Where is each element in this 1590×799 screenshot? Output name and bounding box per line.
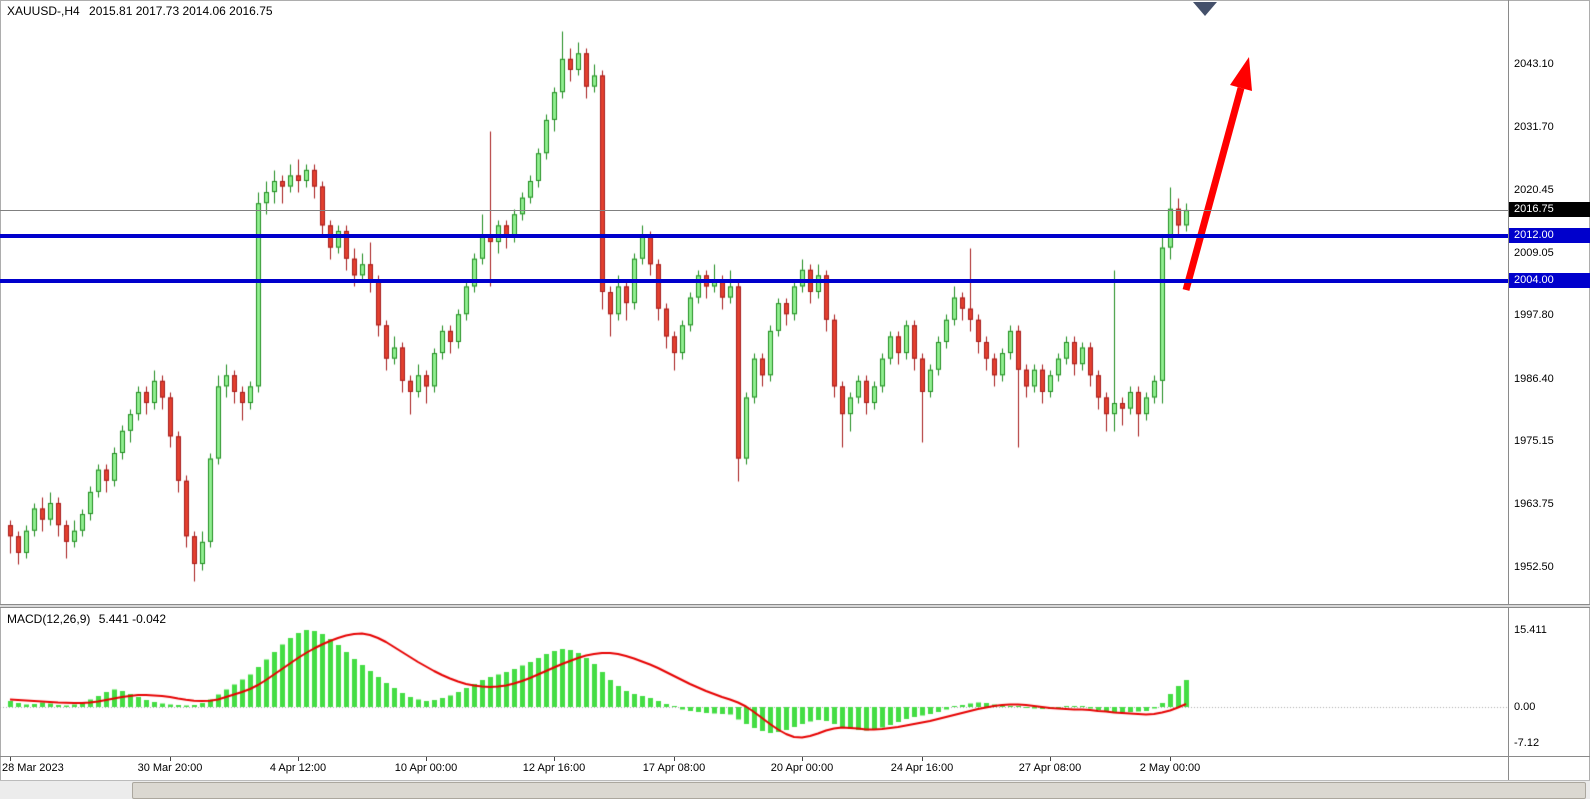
time-tick xyxy=(1050,757,1051,761)
macd-indicator-header: MACD(12,26,9) 5.441 -0.042 xyxy=(7,612,166,626)
time-tick xyxy=(674,757,675,761)
time-axis-label: 24 Apr 16:00 xyxy=(890,762,954,774)
symbol-timeframe-label: XAUUSD-,H4 xyxy=(7,4,80,18)
ohlc-values-label: 2015.81 2017.73 2014.06 2016.75 xyxy=(89,4,273,18)
price-tick-label: 1986.40 xyxy=(1514,372,1554,385)
macd-chart-canvas[interactable] xyxy=(0,608,1508,756)
chart-header: XAUUSD-,H4 2015.81 2017.73 2014.06 2016.… xyxy=(7,4,273,18)
time-axis-label: 2 May 00:00 xyxy=(1139,762,1201,774)
time-tick xyxy=(554,757,555,761)
price-tick-label: 2009.05 xyxy=(1514,246,1554,259)
macd-tick-label: 15.411 xyxy=(1514,623,1547,636)
price-level-line[interactable] xyxy=(0,278,1508,283)
time-axis-area[interactable] xyxy=(0,757,1508,780)
time-axis-border xyxy=(0,756,1590,757)
price-tick-label: 2043.10 xyxy=(1514,57,1554,70)
candlestick-chart-canvas[interactable] xyxy=(0,0,1508,604)
time-axis-label: 10 Apr 00:00 xyxy=(394,762,458,774)
price-tick-label: 1975.15 xyxy=(1514,435,1554,448)
horizontal-scrollbar-thumb[interactable] xyxy=(132,782,1586,799)
time-tick xyxy=(1170,757,1171,761)
time-axis-label: 30 Mar 20:00 xyxy=(137,762,203,774)
macd-label: MACD(12,26,9) xyxy=(7,612,91,626)
price-axis-divider xyxy=(1508,0,1509,780)
time-axis-label: 20 Apr 00:00 xyxy=(770,762,834,774)
time-tick xyxy=(170,757,171,761)
macd-tick-label: 0.00 xyxy=(1514,701,1536,713)
macd-tick-label: -7.12 xyxy=(1514,736,1540,749)
bid-price-line xyxy=(0,210,1508,211)
time-tick xyxy=(10,757,11,761)
price-tick-label: 1963.75 xyxy=(1514,498,1554,511)
price-tick-label: 2020.45 xyxy=(1514,183,1554,196)
time-tick xyxy=(802,757,803,761)
current-price-label: 2016.75 xyxy=(1509,202,1590,218)
pane-resize-separator[interactable] xyxy=(0,604,1590,608)
level-price-label: 2004.00 xyxy=(1509,272,1590,288)
time-tick xyxy=(922,757,923,761)
time-axis-label: 17 Apr 08:00 xyxy=(642,762,706,774)
time-axis-label: 4 Apr 12:00 xyxy=(269,762,327,774)
time-axis-label: 12 Apr 16:00 xyxy=(522,762,586,774)
level-price-label: 2012.00 xyxy=(1509,228,1590,244)
price-level-line[interactable] xyxy=(0,234,1508,239)
macd-values-label: 5.441 -0.042 xyxy=(98,612,167,626)
time-axis-label: 28 Mar 2023 xyxy=(2,762,64,774)
time-tick xyxy=(298,757,299,761)
time-tick xyxy=(426,757,427,761)
price-tick-label: 2031.70 xyxy=(1514,121,1554,134)
price-tick-label: 1952.50 xyxy=(1514,560,1554,573)
price-tick-label: 1997.80 xyxy=(1514,309,1554,322)
time-axis-label: 27 Apr 08:00 xyxy=(1018,762,1082,774)
